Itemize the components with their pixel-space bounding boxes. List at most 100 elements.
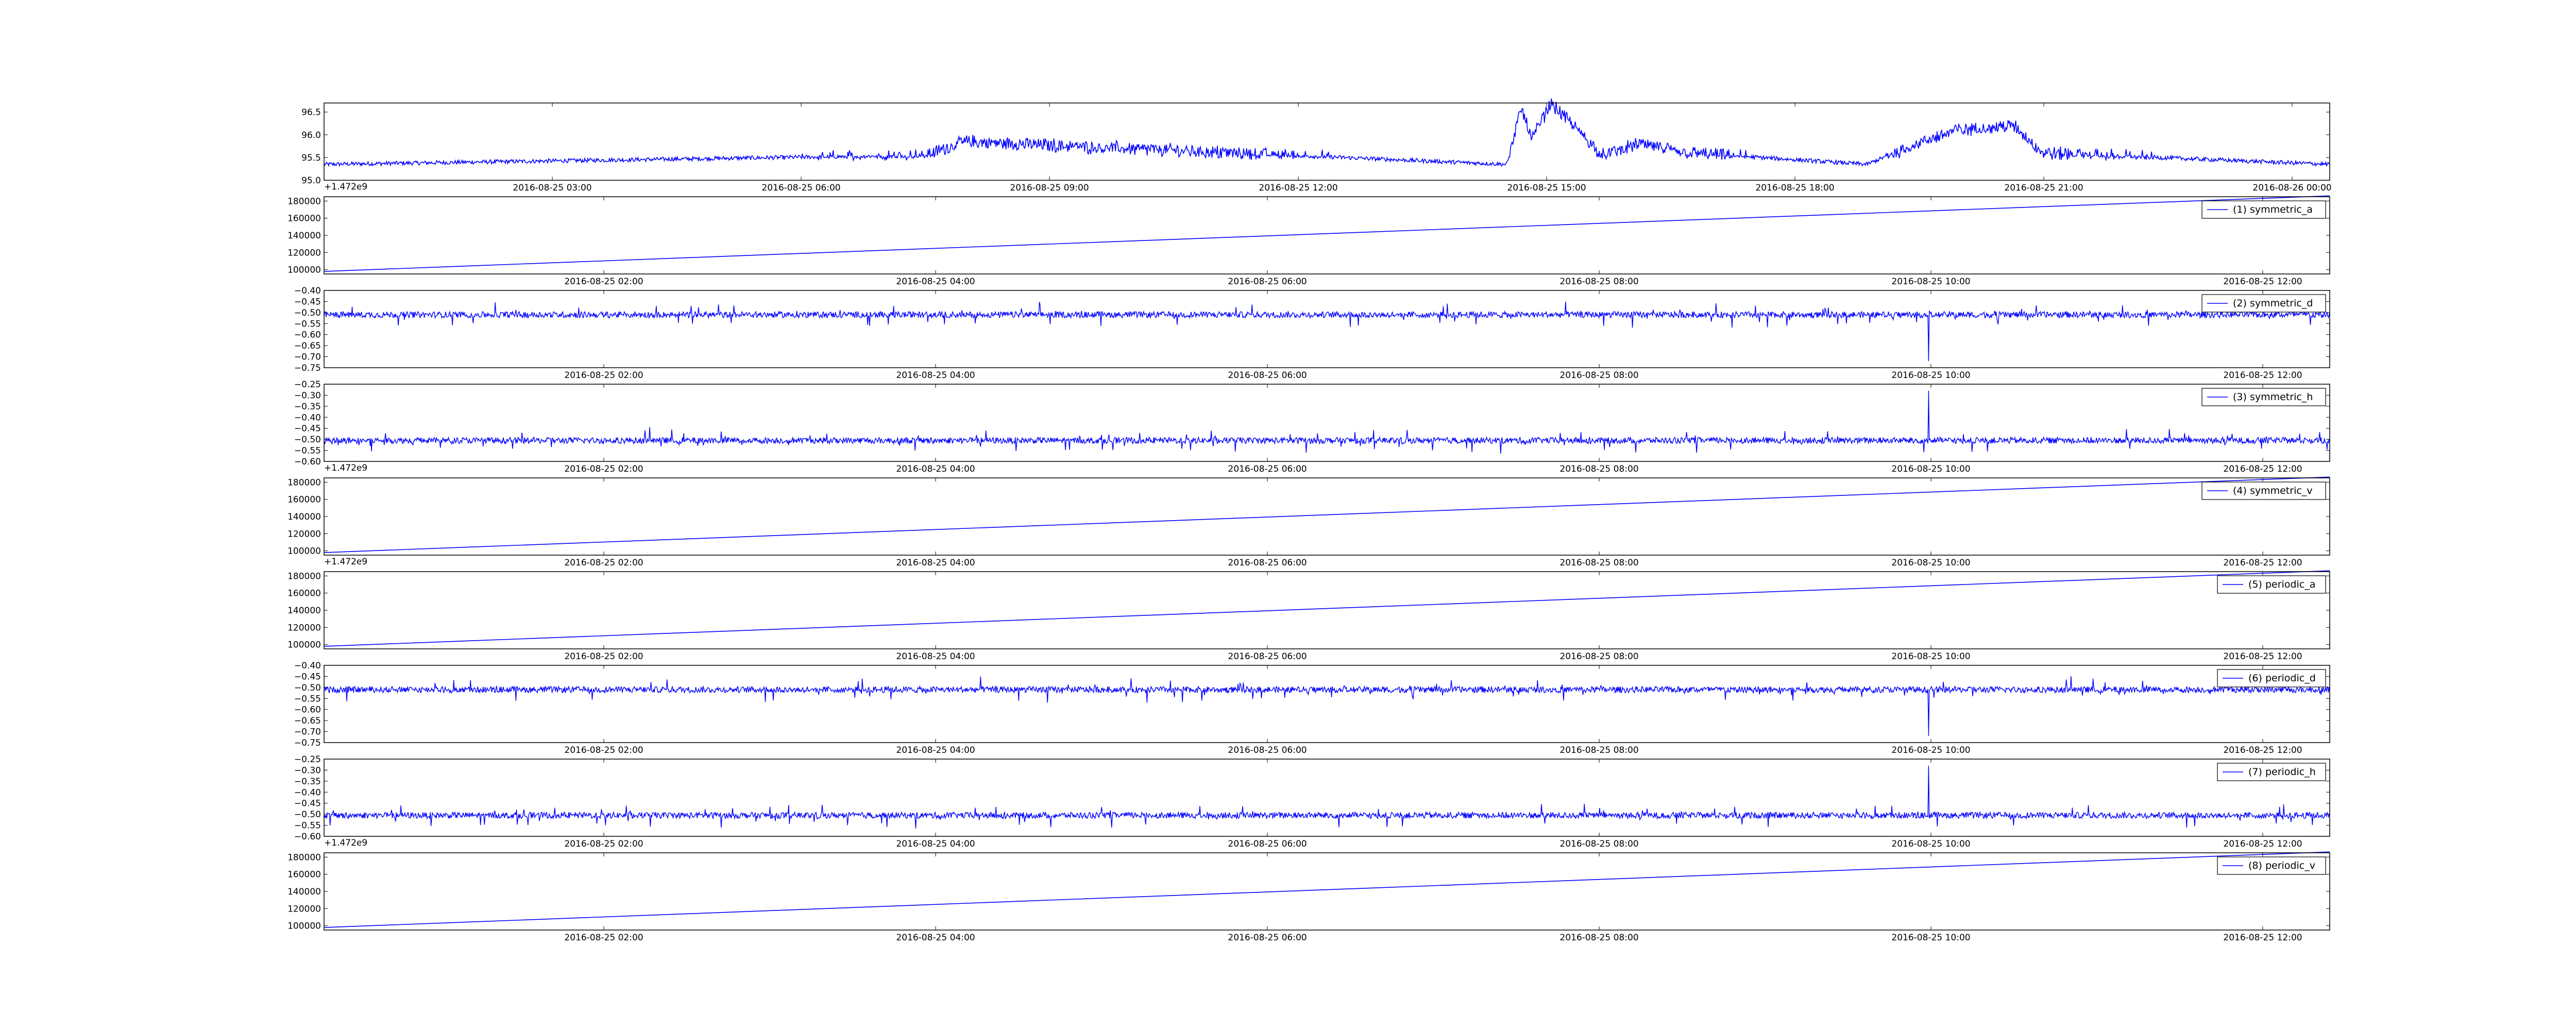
y-tick-label: −0.65 [294, 341, 321, 351]
x-tick-label: 2016-08-25 04:00 [896, 277, 975, 287]
y-tick-label: 160000 [287, 589, 321, 599]
y-tick-label: 120000 [287, 248, 321, 258]
x-tick-label: 2016-08-25 06:00 [1228, 277, 1307, 287]
axes-frame [324, 196, 2330, 274]
y-tick-label: 160000 [287, 495, 321, 505]
y-tick-label: −0.55 [294, 446, 321, 456]
y-tick-label: −0.50 [294, 435, 321, 445]
y-tick-label: 160000 [287, 870, 321, 880]
x-tick-label: 2016-08-25 02:00 [564, 558, 643, 568]
subplot-7: −0.40−0.45−0.50−0.55−0.60−0.65−0.70−0.75… [294, 661, 2330, 755]
subplot-2: 100000 120000 140000 160000 180000 2016-08-25… [287, 195, 2330, 287]
y-tick-label: −0.40 [294, 286, 321, 296]
y-tick-label: −0.45 [294, 297, 321, 307]
y-tick-label: −0.70 [294, 352, 321, 363]
y-tick-label: −0.30 [294, 390, 321, 401]
legend-label: (2) symmetric_d [2233, 298, 2313, 309]
x-tick-label: 2016-08-25 06:00 [1228, 464, 1307, 474]
y-tick-label: −0.55 [294, 821, 321, 831]
x-tick-label: 2016-08-25 06:00 [1228, 558, 1307, 568]
x-tick-label: 2016-08-25 04:00 [896, 370, 975, 381]
x-tick-label: 2016-08-25 02:00 [564, 933, 643, 943]
y-tick-label: 140000 [287, 606, 321, 616]
y-tick-label: −0.60 [294, 705, 321, 715]
legend-label: (6) periodic_d [2248, 673, 2316, 684]
x-offset-label: +1.472e9 [324, 838, 367, 848]
subplot-4: −0.25−0.30−0.35−0.40−0.45−0.50−0.55−0.60… [294, 380, 2330, 474]
x-tick-label: 2016-08-25 10:00 [1891, 464, 1970, 474]
y-tick-label: 180000 [287, 852, 321, 863]
y-tick-label: −0.65 [294, 716, 321, 726]
legend-label: (4) symmetric_v [2233, 485, 2313, 496]
y-tick-label: 180000 [287, 571, 321, 581]
x-tick-label: 2016-08-25 12:00 [2223, 651, 2302, 662]
x-tick-label: 2016-08-25 06:00 [1228, 745, 1307, 755]
x-tick-label: 2016-08-25 06:00 [1228, 651, 1307, 662]
x-tick-label: 2016-08-25 04:00 [896, 933, 975, 943]
y-tick-label: 100000 [287, 640, 321, 650]
y-tick-label: 120000 [287, 904, 321, 914]
y-tick-label: −0.30 [294, 765, 321, 776]
y-tick-label: 160000 [287, 214, 321, 224]
series-line [324, 476, 2330, 553]
y-tick-label: 96.5 [301, 108, 321, 118]
x-tick-label: 2016-08-25 02:00 [564, 370, 643, 381]
x-tick-label: 2016-08-25 10:00 [1891, 933, 1970, 943]
y-tick-label: −0.50 [294, 683, 321, 693]
axes-frame [324, 384, 2330, 462]
legend: (8) periodic_v [2217, 856, 2326, 875]
y-tick-label: −0.35 [294, 777, 321, 787]
subplot-3: −0.40−0.45−0.50−0.55−0.60−0.65−0.70−0.75… [294, 286, 2330, 381]
x-tick-label: 2016-08-25 08:00 [1560, 370, 1638, 381]
y-tick-label: −0.60 [294, 457, 321, 467]
x-tick-label: 2016-08-25 10:00 [1891, 651, 1970, 662]
y-tick-label: 120000 [287, 623, 321, 633]
x-tick-label: 2016-08-25 02:00 [564, 839, 643, 849]
x-tick-label: 2016-08-25 15:00 [1507, 183, 1586, 193]
x-tick-label: 2016-08-25 21:00 [2004, 183, 2083, 193]
legend: (6) periodic_d [2217, 669, 2326, 687]
y-tick-label: −0.55 [294, 694, 321, 704]
y-tick-label: −0.45 [294, 424, 321, 434]
x-tick-label: 2016-08-25 10:00 [1891, 370, 1970, 381]
subplot-6: 100000 120000 140000 160000 180000 2016-08-25… [287, 570, 2330, 662]
x-tick-label: 2016-08-25 12:00 [2223, 839, 2302, 849]
y-tick-label: 180000 [287, 477, 321, 488]
y-tick-label: −0.75 [294, 738, 321, 748]
x-tick-label: 2016-08-25 08:00 [1560, 745, 1638, 755]
y-tick-label: 180000 [287, 196, 321, 207]
legend: (4) symmetric_v [2201, 481, 2326, 500]
series-line [324, 390, 2330, 454]
axes-frame [324, 571, 2330, 649]
y-tick-label: 120000 [287, 529, 321, 539]
legend: (5) periodic_a [2217, 575, 2326, 594]
subplot-8: −0.25−0.30−0.35−0.40−0.45−0.50−0.55−0.60… [294, 754, 2330, 849]
x-tick-label: 2016-08-25 12:00 [2223, 464, 2302, 474]
x-tick-label: 2016-08-25 09:00 [1010, 183, 1089, 193]
x-tick-label: 2016-08-25 08:00 [1560, 933, 1638, 943]
x-tick-label: 2016-08-25 12:00 [2223, 745, 2302, 755]
legend: (1) symmetric_a [2201, 200, 2326, 219]
y-tick-label: −0.40 [294, 412, 321, 423]
x-tick-label: 2016-08-25 12:00 [2223, 370, 2302, 381]
subplot-1: 95.0 95.5 96.0 96.5 2016-08-25 03:00 2016-08-… [301, 98, 2332, 193]
series-line [324, 195, 2330, 272]
series-line [324, 676, 2330, 736]
subplot-9: 100000 120000 140000 160000 180000 2016-08-25… [287, 851, 2330, 943]
x-tick-label: 2016-08-25 08:00 [1560, 651, 1638, 662]
x-tick-label: 2016-08-25 08:00 [1560, 558, 1638, 568]
series-line [324, 98, 2330, 167]
axes-frame [324, 665, 2330, 743]
y-tick-label: −0.45 [294, 672, 321, 682]
x-tick-label: 2016-08-25 04:00 [896, 464, 975, 474]
series-line [324, 765, 2330, 829]
legend: (3) symmetric_h [2201, 388, 2326, 406]
y-tick-label: 100000 [287, 265, 321, 276]
y-tick-label: −0.60 [294, 832, 321, 842]
x-tick-label: 2016-08-25 06:00 [1228, 370, 1307, 381]
x-tick-label: 2016-08-25 06:00 [1228, 839, 1307, 849]
y-tick-label: −0.25 [294, 380, 321, 390]
x-tick-label: 2016-08-25 04:00 [896, 651, 975, 662]
x-tick-label: 2016-08-25 12:00 [2223, 277, 2302, 287]
legend-label: (3) symmetric_h [2233, 391, 2313, 403]
